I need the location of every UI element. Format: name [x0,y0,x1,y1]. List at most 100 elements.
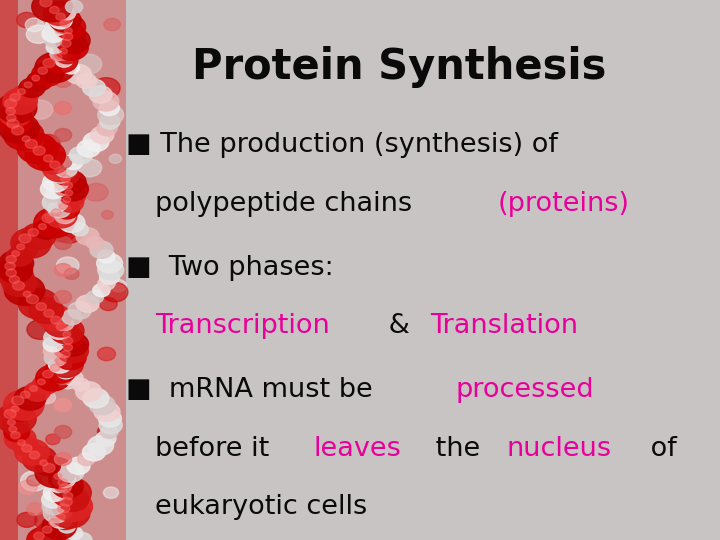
Circle shape [14,387,46,410]
Circle shape [60,497,72,507]
Circle shape [12,240,37,260]
Text: eukaryotic cells: eukaryotic cells [155,494,367,520]
Circle shape [50,364,60,372]
Circle shape [55,346,86,369]
Circle shape [76,295,99,312]
Text: before it: before it [155,436,278,462]
Circle shape [42,526,52,534]
Circle shape [54,34,89,60]
Text: leaves: leaves [313,436,401,462]
Circle shape [57,488,89,511]
Circle shape [54,318,71,330]
Circle shape [46,49,78,72]
Circle shape [19,78,45,97]
Circle shape [90,241,113,258]
Circle shape [2,271,37,296]
Circle shape [67,457,90,475]
Circle shape [54,237,71,249]
Circle shape [51,477,91,508]
Circle shape [50,161,60,168]
Circle shape [52,491,92,522]
Circle shape [60,186,86,206]
Circle shape [62,61,79,74]
Circle shape [96,431,116,446]
Circle shape [58,328,84,347]
Circle shape [42,193,68,212]
Circle shape [45,189,62,202]
Circle shape [21,471,48,491]
Circle shape [82,444,105,461]
Circle shape [3,88,37,114]
Circle shape [63,197,71,202]
Circle shape [50,316,61,324]
Circle shape [17,512,37,528]
Circle shape [72,532,92,540]
Circle shape [92,78,120,98]
Circle shape [77,140,100,157]
Circle shape [32,75,40,81]
Circle shape [55,44,81,64]
Circle shape [88,436,114,455]
Circle shape [62,309,82,325]
Circle shape [6,114,16,122]
Circle shape [49,511,72,528]
Circle shape [59,484,71,492]
Circle shape [94,402,120,421]
Circle shape [89,395,115,415]
Circle shape [100,114,120,129]
Circle shape [66,0,83,13]
Circle shape [27,475,41,486]
Text: nucleus: nucleus [507,436,612,462]
Circle shape [58,463,84,482]
Circle shape [93,284,110,297]
Circle shape [4,390,44,420]
Circle shape [56,257,79,274]
Circle shape [39,224,46,230]
Circle shape [48,322,71,339]
Circle shape [96,253,122,273]
Circle shape [0,264,34,289]
Circle shape [50,480,67,492]
Bar [0,0,18,540]
Circle shape [0,403,36,434]
Circle shape [99,269,120,284]
Circle shape [70,483,81,491]
Circle shape [68,302,91,319]
Circle shape [44,329,67,346]
Circle shape [54,534,71,540]
Circle shape [27,25,50,43]
Circle shape [76,382,102,401]
Circle shape [15,439,50,465]
Circle shape [2,416,28,435]
Circle shape [50,6,59,14]
Circle shape [35,457,76,488]
Circle shape [42,25,66,42]
Circle shape [63,337,73,345]
Circle shape [27,320,53,340]
Circle shape [69,146,92,164]
Circle shape [7,420,15,426]
Circle shape [50,8,81,32]
Circle shape [50,168,70,183]
Circle shape [54,372,71,384]
Circle shape [39,391,55,404]
Circle shape [10,93,20,102]
Circle shape [27,295,38,303]
Circle shape [82,79,105,96]
Circle shape [31,297,44,307]
Circle shape [58,520,76,533]
Circle shape [55,28,90,53]
Circle shape [104,487,119,498]
Circle shape [27,100,53,119]
Circle shape [57,339,89,363]
Circle shape [27,503,43,515]
Circle shape [45,204,77,228]
Circle shape [25,140,66,171]
Circle shape [5,262,15,270]
Circle shape [56,364,76,379]
Circle shape [17,132,43,151]
Circle shape [43,337,63,352]
Circle shape [49,519,59,526]
Circle shape [58,504,70,513]
Circle shape [44,309,54,318]
